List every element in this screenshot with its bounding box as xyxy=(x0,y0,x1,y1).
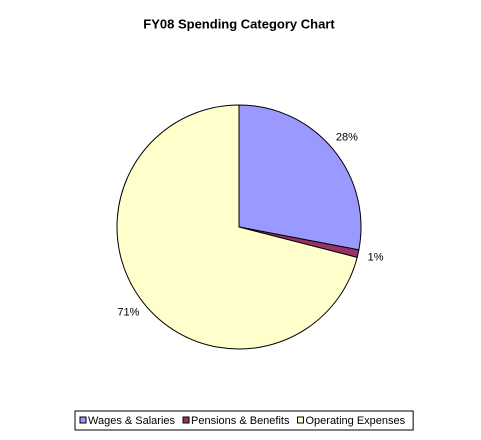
legend: Wages & Salaries Pensions & Benefits Opera… xyxy=(74,410,414,431)
pie-slice xyxy=(116,104,358,350)
legend-label: Operating Expenses xyxy=(305,415,405,427)
legend-swatch xyxy=(296,416,304,424)
legend-box xyxy=(74,410,414,431)
legend-swatch xyxy=(79,416,87,424)
data-label: 1% xyxy=(368,251,384,263)
legend-swatch xyxy=(182,416,190,424)
data-label: 71% xyxy=(117,307,139,319)
chart-title: FY08 Spending Category Chart xyxy=(143,16,335,31)
legend-label: Pensions & Benefits xyxy=(191,415,290,427)
legend-label: Wages & Salaries xyxy=(88,415,176,427)
data-label: 28% xyxy=(336,132,358,144)
pie-slice xyxy=(238,104,362,251)
